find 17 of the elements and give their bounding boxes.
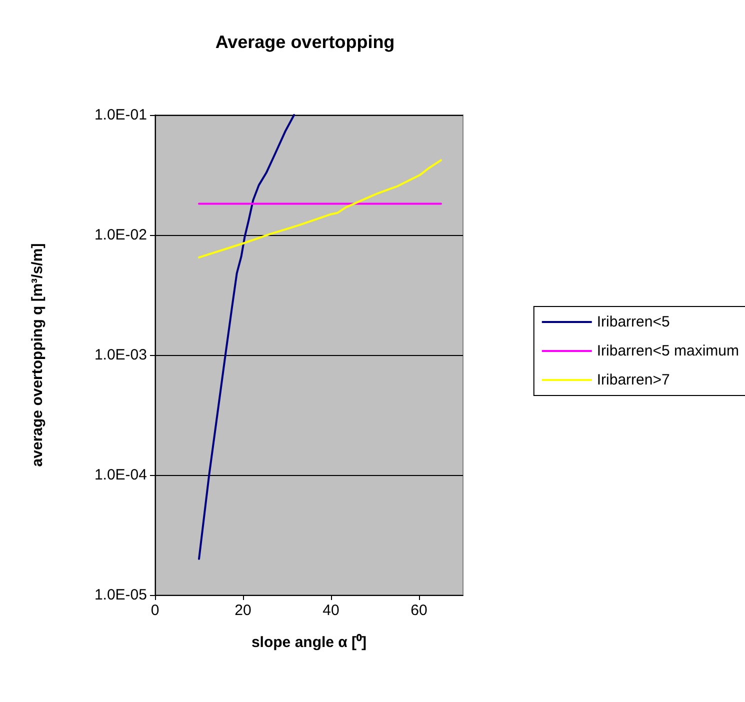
line-series <box>198 114 296 560</box>
y-tick-label: 1.0E-01 <box>94 106 147 124</box>
y-tick-label: 1.0E-02 <box>94 226 147 244</box>
x-tick-label: 60 <box>410 602 428 619</box>
x-tick-label: 20 <box>234 602 252 619</box>
legend-label: Iribarren<5 maximum <box>596 342 740 360</box>
y-tick-label: 1.0E-04 <box>94 466 147 484</box>
y-tick-label: 1.0E-03 <box>94 346 147 364</box>
y-tick-label: 1.0E-05 <box>94 586 147 604</box>
x-tick-label: 0 <box>150 602 160 619</box>
chart-title: Average overtopping <box>215 32 395 52</box>
y-axis-title: average overtopping q [m³/s/m] <box>29 243 46 467</box>
x-tick-label: 40 <box>322 602 340 619</box>
line-series <box>198 159 442 258</box>
legend-label: Iribarren<5 <box>596 314 670 330</box>
x-axis-title: slope angle α [⁰] <box>251 633 367 651</box>
legend-label: Iribarren>7 <box>596 372 670 388</box>
